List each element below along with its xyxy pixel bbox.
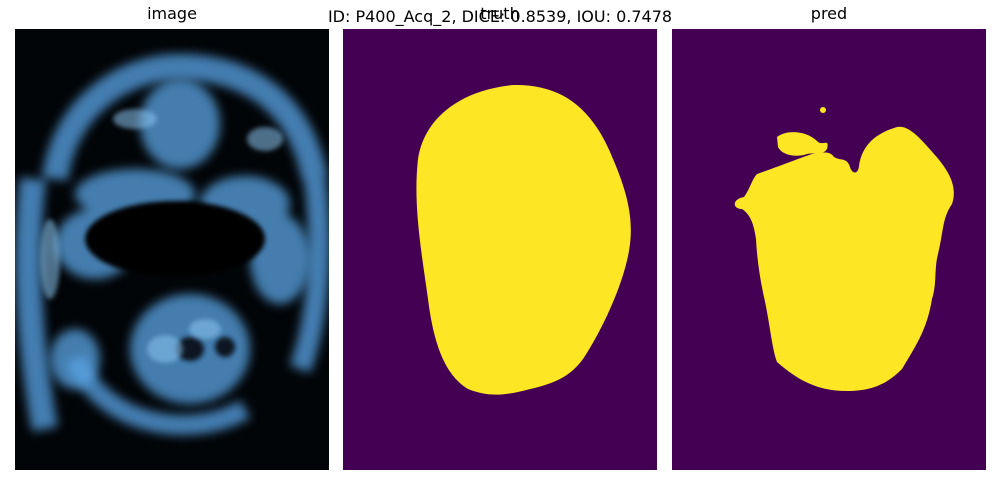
figure-suptitle: ID: P400_Acq_2, DICE: 0.8539, IOU: 0.747… (327, 7, 673, 26)
ultrasound-image-panel (15, 29, 329, 470)
truth-segmentation-region (416, 84, 631, 395)
pred-panel-title: pred (810, 4, 848, 23)
pred-mask-panel (672, 29, 986, 470)
pred-segmentation-region (734, 126, 954, 392)
truth-panel-title: truth (480, 4, 520, 23)
truth-mask (343, 29, 657, 470)
truth-mask-panel (343, 29, 657, 470)
image-panel-title: image (147, 4, 197, 23)
pred-mask (672, 29, 986, 470)
ultrasound-image (15, 29, 329, 470)
pred-segmentation-fragment (777, 132, 828, 156)
pred-segmentation-speck (820, 107, 826, 113)
